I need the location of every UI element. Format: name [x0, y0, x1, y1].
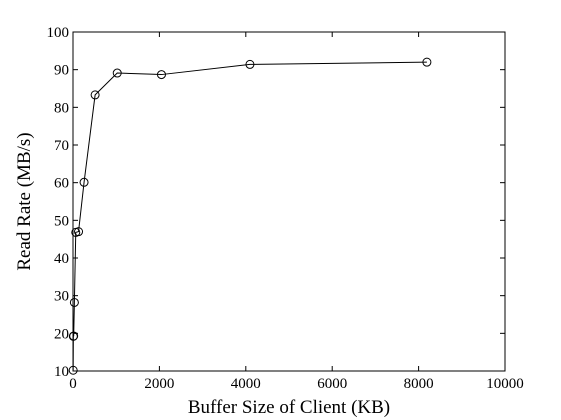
x-tick-label: 2000 — [144, 376, 174, 392]
x-tick-label: 10000 — [486, 376, 524, 392]
data-point — [156, 70, 166, 80]
data-point — [90, 90, 100, 100]
data-point — [112, 68, 122, 78]
y-tick-label: 10 — [54, 364, 69, 380]
y-axis-ticks: 10 20 30 40 50 60 70 80 90 100 — [47, 25, 505, 380]
y-tick-label: 90 — [54, 63, 69, 79]
y-tick-label: 70 — [54, 138, 69, 154]
data-point — [69, 331, 79, 341]
series-line — [72, 61, 427, 371]
x-tick-label: 0 — [69, 376, 77, 392]
y-tick-label: 60 — [54, 176, 69, 192]
data-point — [74, 227, 84, 237]
y-tick-label: 40 — [54, 251, 69, 267]
y-tick-label: 30 — [54, 289, 69, 305]
y-tick-label: 50 — [54, 213, 69, 229]
y-axis-label: Read Rate (MB/s) — [14, 132, 35, 270]
y-tick-label: 20 — [54, 326, 69, 342]
y-tick-label: 80 — [54, 100, 69, 116]
data-point — [79, 177, 89, 187]
x-tick-label: 4000 — [231, 376, 261, 392]
data-point — [245, 59, 255, 69]
plot-area-frame — [72, 31, 506, 372]
data-point — [69, 297, 79, 307]
x-tick-label: 8000 — [404, 376, 434, 392]
x-axis-ticks: 0 2000 4000 6000 8000 10000 — [69, 32, 524, 392]
x-tick-label: 6000 — [317, 376, 347, 392]
y-tick-label: 100 — [47, 25, 70, 41]
data-point — [422, 57, 432, 67]
x-axis-label: Buffer Size of Client (KB) — [188, 397, 390, 418]
plot-series — [68, 57, 432, 375]
